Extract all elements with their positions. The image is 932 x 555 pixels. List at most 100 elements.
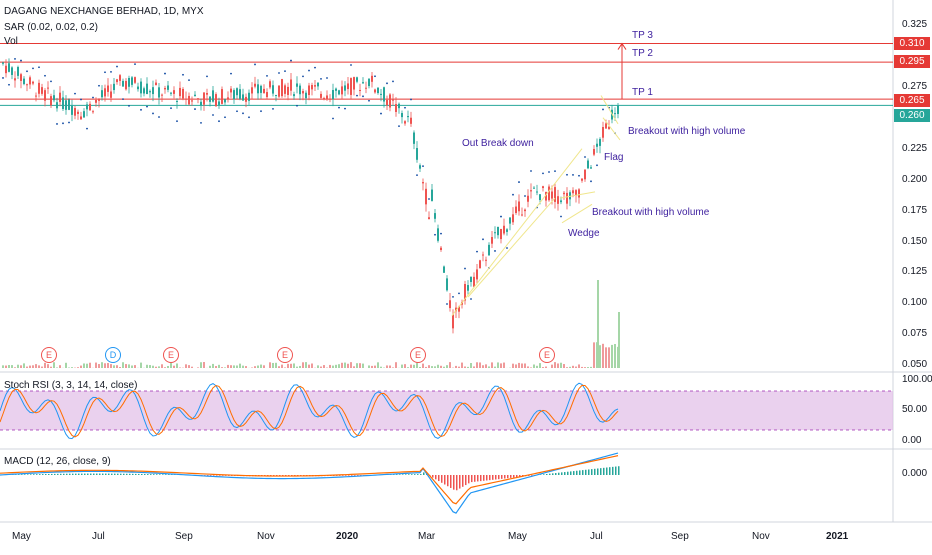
candle-body (212, 90, 214, 101)
sar-dot (254, 64, 256, 66)
volume-bar (557, 363, 559, 368)
candle-body (440, 248, 442, 250)
macd-histogram-bar (213, 475, 215, 476)
macd-histogram-bar (462, 475, 464, 487)
macd-histogram-bar (579, 470, 581, 475)
candle-body (209, 97, 211, 102)
volume-bar (170, 363, 172, 368)
earnings-event-marker[interactable]: E (163, 347, 179, 363)
candle-body (389, 94, 391, 107)
volume-bar (119, 367, 121, 368)
macd-histogram-bar (144, 474, 146, 475)
sar-dot (584, 156, 586, 158)
candle-body (350, 78, 352, 95)
macd-histogram-bar (108, 474, 110, 475)
volume-bar (347, 364, 349, 368)
sar-dot (452, 296, 454, 298)
volume-bar (65, 363, 67, 368)
macd-histogram-bar (48, 474, 50, 475)
volume-bar (479, 362, 481, 368)
volume-bar (572, 366, 574, 368)
volume-bar (107, 363, 109, 368)
sar-dot (104, 71, 106, 73)
candle-body (497, 227, 499, 235)
macd-histogram-bar (486, 475, 488, 480)
sar-dot (320, 78, 322, 80)
sar-dot (590, 180, 592, 182)
candle-body (89, 104, 91, 110)
candle-body (290, 79, 292, 90)
volume-bar (218, 365, 220, 368)
volume-bar (8, 365, 10, 368)
volume-bar (257, 366, 259, 368)
sar-dot (410, 99, 412, 101)
tp1-label: TP 1 (632, 87, 653, 98)
candle-body (26, 84, 28, 85)
volume-bar (344, 363, 346, 368)
candle-body (164, 88, 166, 89)
sar-dot (362, 95, 364, 97)
sar-dot (218, 120, 220, 122)
candle-body (20, 74, 22, 81)
candle-body (341, 86, 343, 94)
candle-body (254, 84, 256, 87)
candle-body (305, 93, 307, 98)
dividend-event-marker[interactable]: D (105, 347, 121, 363)
volume-bar (50, 367, 52, 368)
volume-bar (404, 364, 406, 368)
candle-body (32, 82, 34, 84)
sar-dot (506, 247, 508, 249)
price-tag-last: 0.260 (894, 109, 930, 122)
volume-bar (98, 364, 100, 368)
candle-body (617, 106, 619, 114)
macd-histogram-bar (30, 474, 32, 475)
price-tag-tp2: 0.295 (894, 55, 930, 68)
price-axis-tick: 0.275 (902, 81, 927, 92)
macd-histogram-bar (513, 475, 515, 478)
volume-bar (611, 345, 613, 368)
candle-body (413, 133, 415, 144)
candle-body (416, 148, 418, 160)
price-axis-tick: 0.100 (902, 297, 927, 308)
sar-dot (524, 195, 526, 197)
volume-bar (179, 367, 181, 368)
candle-body (428, 217, 430, 219)
sar-dot (554, 170, 556, 172)
sar-dot (476, 251, 478, 253)
candle-body (578, 189, 580, 197)
candle-body (548, 187, 550, 201)
macd-histogram-bar (411, 474, 413, 475)
volume-bar (311, 363, 313, 368)
stoch-rsi-legend: Stoch RSI (3, 3, 14, 14, close) (4, 380, 137, 391)
candle-body (143, 88, 145, 93)
time-axis-tick: 2021 (826, 531, 848, 542)
volume-bar (353, 366, 355, 368)
volume-bar (455, 366, 457, 368)
sar-dot (128, 105, 130, 107)
earnings-event-marker[interactable]: E (41, 347, 57, 363)
volume-bar (278, 366, 280, 368)
volume-bar (422, 364, 424, 368)
volume-bar (134, 365, 136, 368)
sar-dot (134, 63, 136, 65)
macd-histogram-bar (450, 475, 452, 488)
candle-body (176, 101, 178, 102)
price-axis-tick: 0.325 (902, 19, 927, 30)
earnings-event-marker[interactable]: E (539, 347, 555, 363)
candle-body (371, 76, 373, 82)
candle-body (467, 285, 469, 291)
volume-bar (533, 365, 535, 368)
earnings-event-marker[interactable]: E (277, 347, 293, 363)
candle-body (308, 85, 310, 95)
candle-body (260, 86, 262, 93)
macd-histogram-bar (120, 474, 122, 475)
candle-body (83, 111, 85, 117)
earnings-event-marker[interactable]: E (410, 347, 426, 363)
volume-bar (281, 365, 283, 368)
candle-body (137, 87, 139, 90)
macd-legend: MACD (12, 26, close, 9) (4, 456, 111, 467)
candle-body (347, 83, 349, 89)
volume-bar (197, 367, 199, 368)
